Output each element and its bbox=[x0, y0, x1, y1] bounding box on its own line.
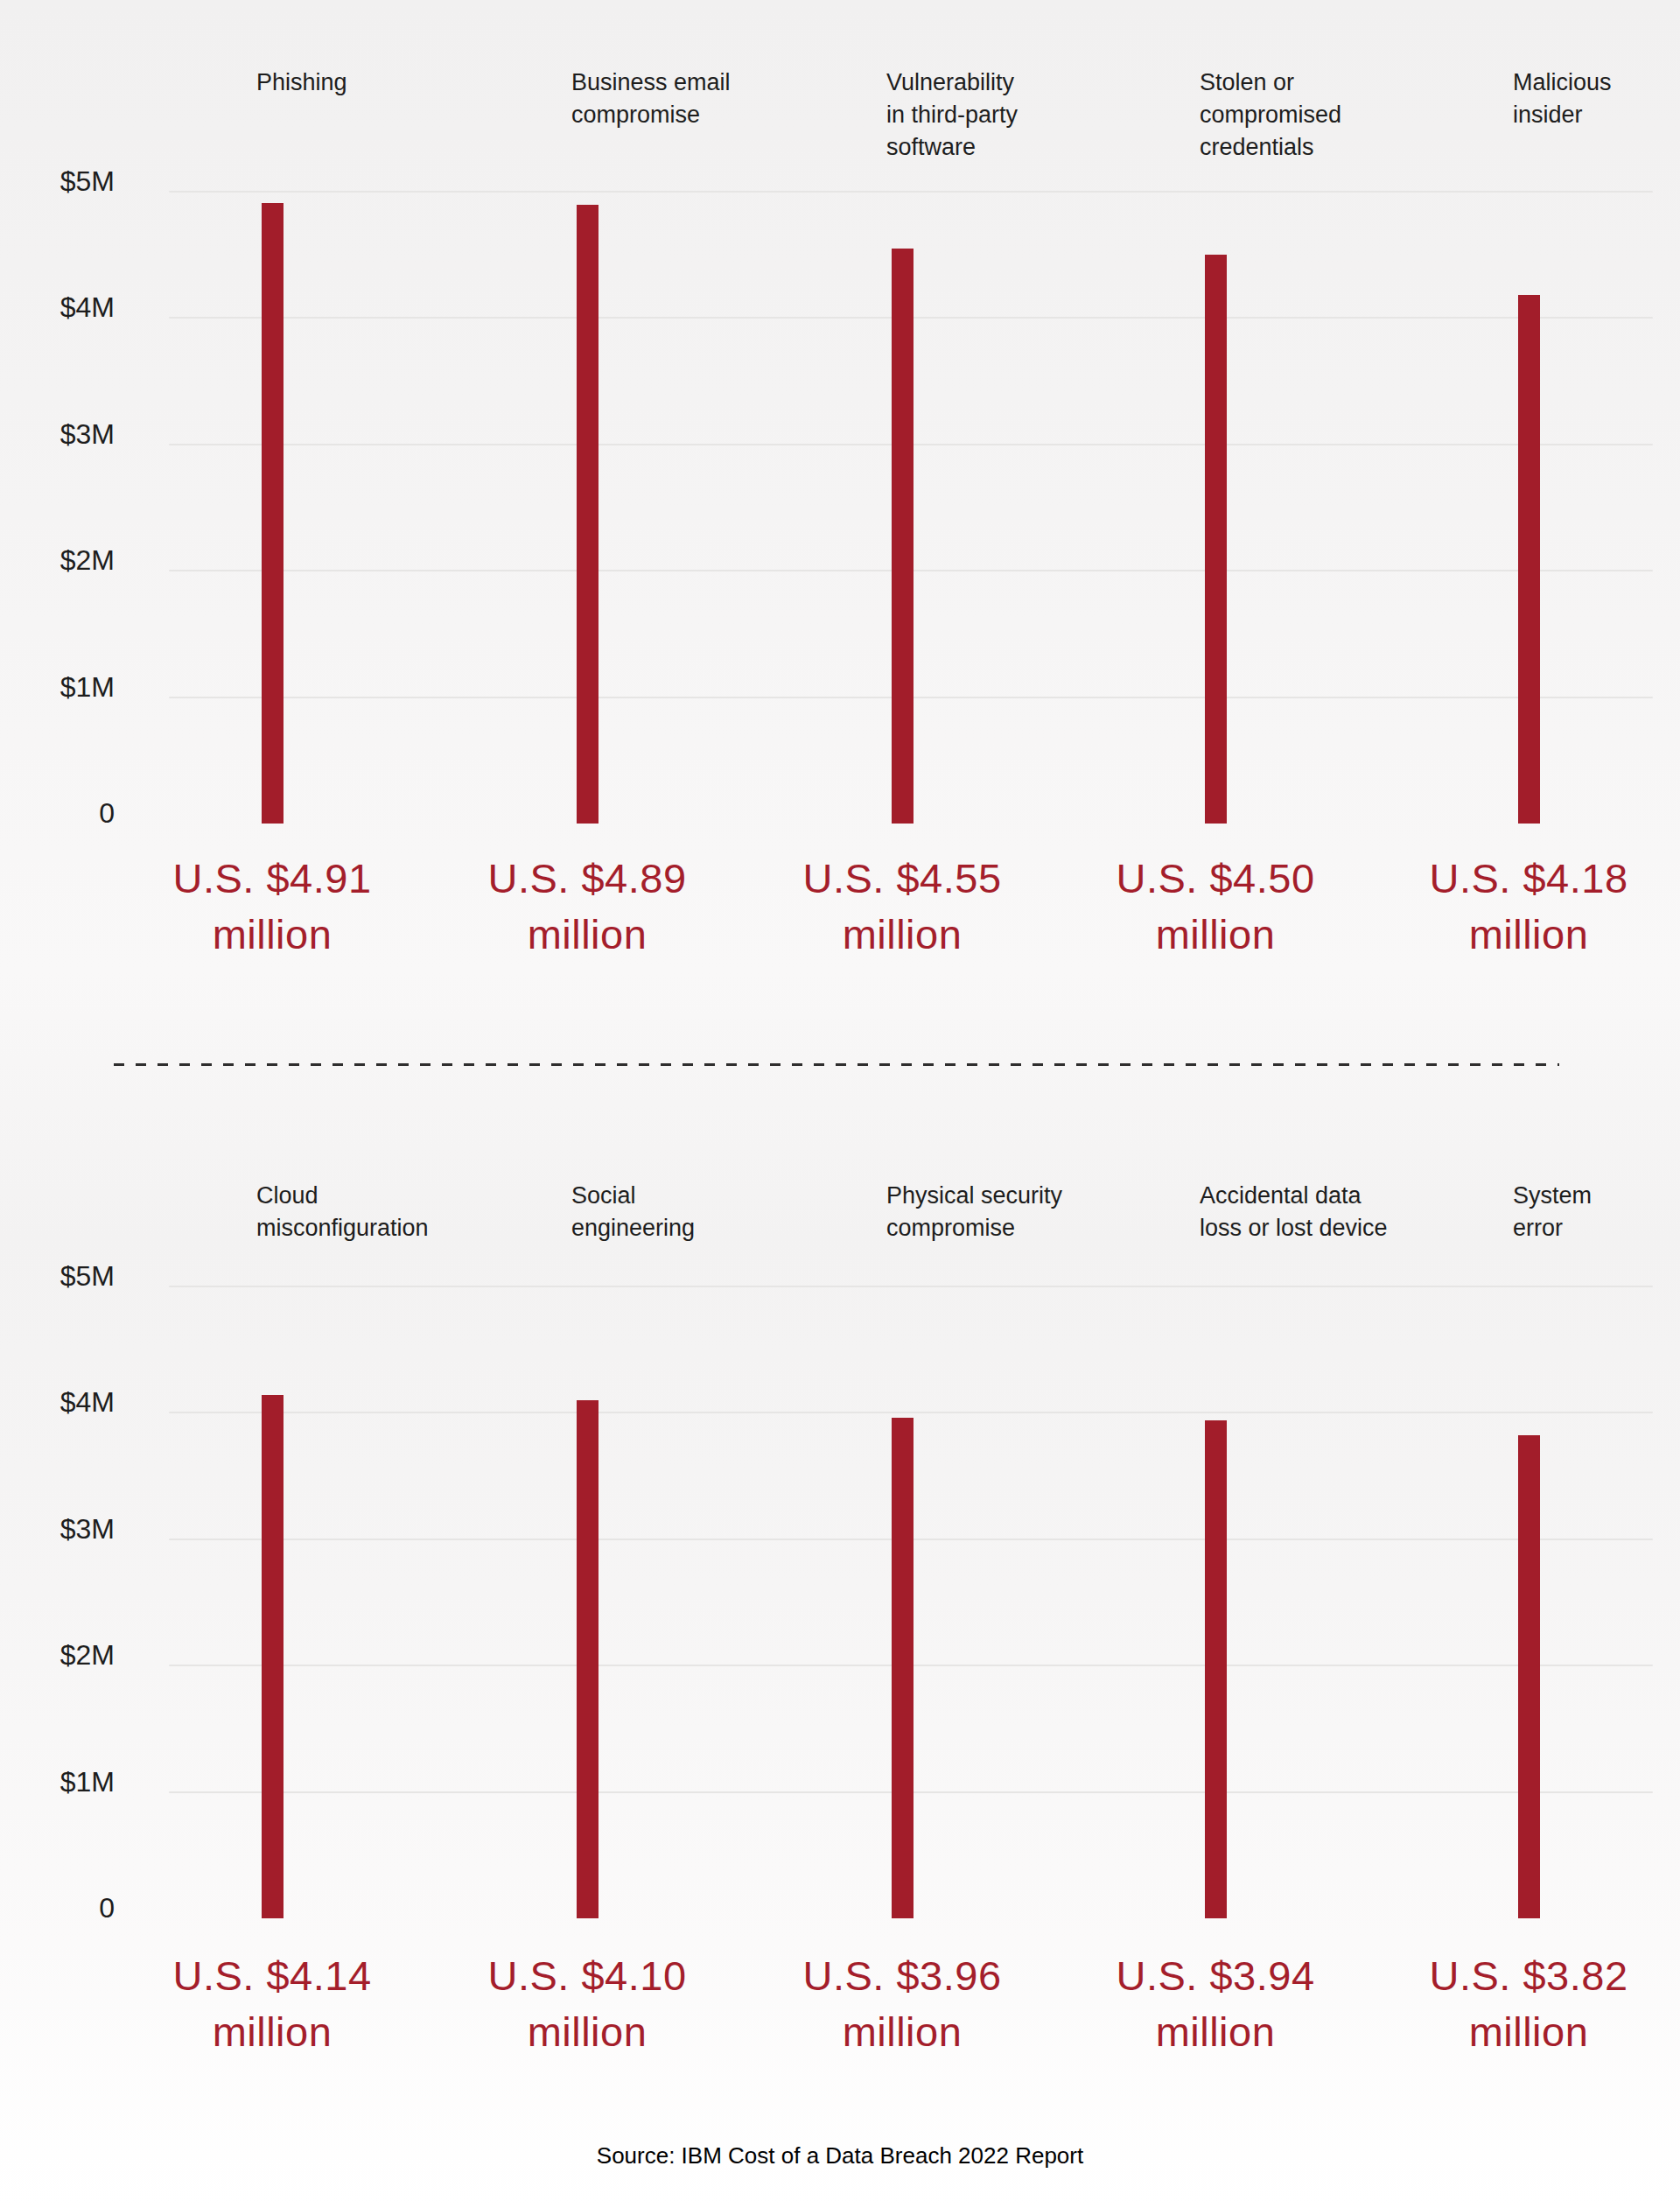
value-label: U.S. $3.96 million bbox=[736, 1948, 1068, 2060]
y-tick-label: $1M bbox=[0, 1767, 115, 1797]
value-label: U.S. $4.10 million bbox=[421, 1948, 753, 2060]
bar-5 bbox=[1518, 1435, 1540, 1918]
category-label: Cloud misconfiguration bbox=[256, 1180, 501, 1244]
source-note: Source: IBM Cost of a Data Breach 2022 R… bbox=[0, 2142, 1680, 2169]
value-label: U.S. $3.94 million bbox=[1049, 1948, 1382, 2060]
y-tick-label: $5M bbox=[0, 1261, 115, 1291]
bar-4 bbox=[1205, 1420, 1227, 1918]
y-tick-label: 0 bbox=[0, 1893, 115, 1923]
category-label: Social engineering bbox=[571, 1180, 816, 1244]
bar-1 bbox=[262, 1395, 284, 1918]
chart-attack-vectors-bottom: $5M $4M $3M $2M $1M 0 Cloud misconfiguration U.… bbox=[0, 0, 1680, 2208]
bar-3 bbox=[892, 1418, 914, 1918]
infographic-canvas: $5M$4M$3M$2M$1M0PhishingU.S. $4.91 milli… bbox=[0, 0, 1680, 2208]
value-label: U.S. $3.82 million bbox=[1362, 1948, 1680, 2060]
y-tick-label: $3M bbox=[0, 1514, 115, 1544]
category-label: Accidental data loss or lost device bbox=[1200, 1180, 1445, 1244]
value-label: U.S. $4.14 million bbox=[106, 1948, 438, 2060]
gridline-$5M bbox=[169, 1286, 1653, 1287]
y-tick-label: $2M bbox=[0, 1640, 115, 1670]
category-label: System error bbox=[1513, 1180, 1680, 1244]
y-tick-label: $4M bbox=[0, 1387, 115, 1417]
category-label: Physical security compromise bbox=[886, 1180, 1131, 1244]
gridline-$4M bbox=[169, 1412, 1653, 1413]
bar-2 bbox=[577, 1400, 598, 1918]
